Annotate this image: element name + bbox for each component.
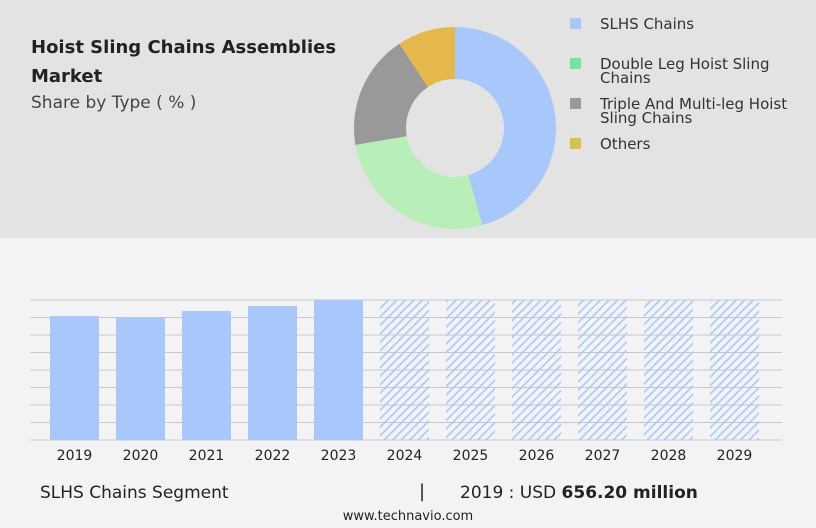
bar-2020 [116, 317, 165, 440]
legend-swatch [570, 58, 581, 69]
x-tick-label: 2029 [717, 448, 753, 464]
x-tick-label: 2026 [519, 448, 555, 464]
bar-2023 [314, 300, 363, 440]
chart-title: Hoist Sling Chains Assemblies Market [31, 37, 337, 87]
value-amount: 656.20 million [561, 483, 698, 503]
bar-chart: 2019 2020 2021 2022 2023 2024 2025 2026 2027 2028… [30, 299, 782, 464]
segment-label: SLHS Chains Segment [40, 483, 229, 503]
year-label: 2019 : USD [460, 483, 562, 503]
legend-label: Triple And Multi-leg Hoist Sling Chains [600, 95, 788, 127]
donut-slice-3 [399, 27, 455, 88]
x-tick-label: 2025 [453, 448, 489, 464]
donut-chart [354, 27, 556, 229]
legend-label: Double Leg Hoist Sling Chains [600, 55, 770, 87]
x-tick-label: 2019 [57, 448, 93, 464]
legend-item: Others [570, 135, 800, 153]
x-tick-label: 2020 [123, 448, 159, 464]
segment-value: 2019 : USD 656.20 million [460, 483, 698, 503]
forecast-bar-2026 [512, 300, 561, 440]
forecast-bar-2024 [380, 300, 429, 440]
forecast-bar-2025 [446, 300, 495, 440]
x-tick-label: 2024 [387, 448, 423, 464]
x-tick-label: 2023 [321, 448, 357, 464]
legend-swatch [570, 98, 581, 109]
legend-item: SLHS Chains [570, 15, 800, 33]
donut-slice-1 [355, 136, 483, 229]
forecast-bar-2028 [644, 300, 693, 440]
legend-label: SLHS Chains [600, 15, 695, 33]
legend-item: Double Leg Hoist Sling Chains [570, 55, 800, 87]
legend-item: Triple And Multi-leg Hoist Sling Chains [570, 95, 800, 127]
donut-slice-2 [354, 43, 428, 145]
bar-2021 [182, 310, 231, 440]
chart-subtitle: Share by Type ( % ) [31, 93, 197, 113]
legend-label: Others [600, 135, 651, 153]
separator: | [419, 481, 426, 502]
x-tick-label: 2027 [585, 448, 621, 464]
x-tick-label: 2028 [651, 448, 687, 464]
bar-2019 [50, 316, 99, 440]
source-url[interactable]: www.technavio.com [342, 509, 474, 524]
bar-2022 [248, 306, 297, 440]
legend-swatch [570, 138, 581, 149]
x-tick-label: 2021 [189, 448, 225, 464]
forecast-bar-2029 [710, 300, 759, 440]
x-tick-label: 2022 [255, 448, 291, 464]
legend-swatch [570, 18, 581, 29]
donut-slice-0 [455, 27, 556, 226]
forecast-bar-2027 [578, 300, 627, 440]
